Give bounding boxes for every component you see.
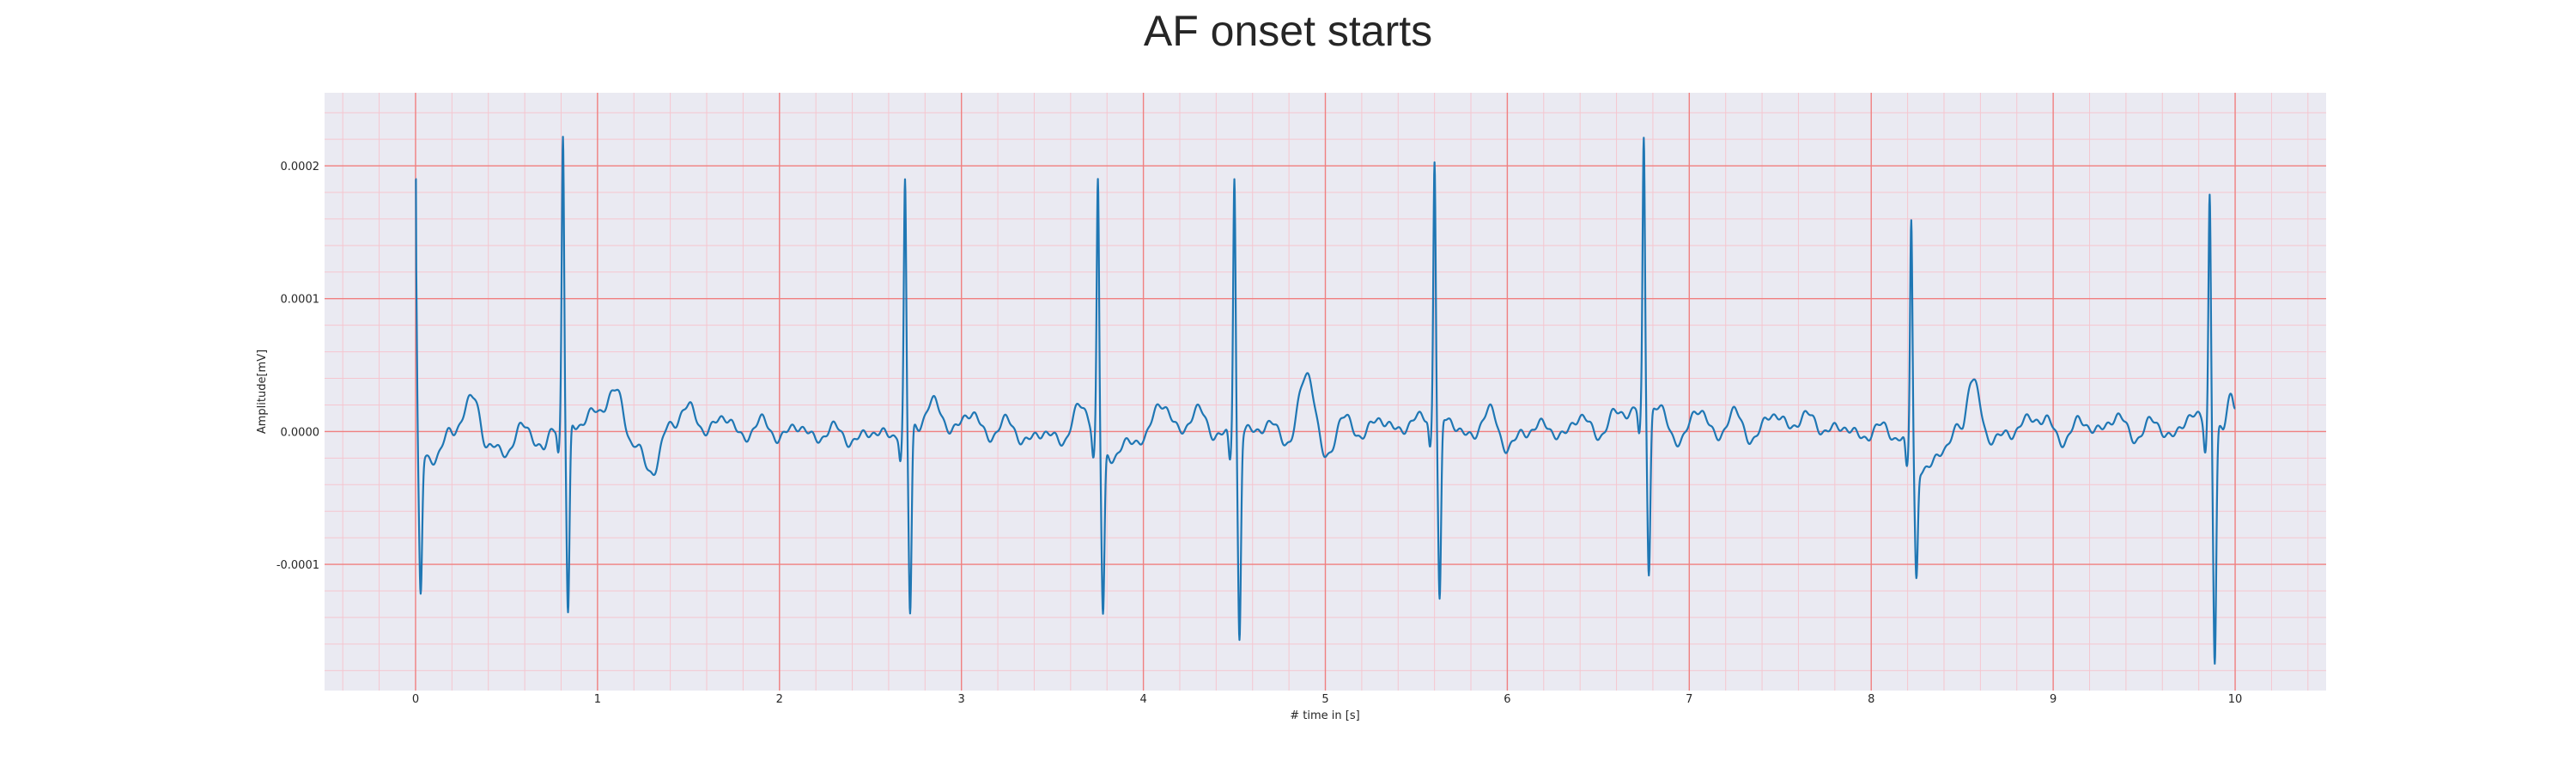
ecg-trace-line	[415, 136, 2236, 665]
y-tick-label: 0.0000	[281, 426, 320, 439]
x-tick-label: 5	[1321, 693, 1328, 706]
x-tick-label: 9	[2050, 693, 2057, 706]
y-axis-label: Amplitude[mV]	[256, 350, 269, 434]
x-tick-label: 1	[594, 693, 601, 706]
x-axis-label: # time in [s]	[1290, 709, 1359, 722]
chart-title: AF onset starts	[1144, 7, 1432, 55]
y-tick-labels: -0.0001 0.0000 0.0001 0.0002	[276, 161, 319, 572]
y-tick-label: 0.0001	[281, 294, 320, 307]
y-tick-label: -0.0001	[276, 559, 319, 572]
x-tick-label: 3	[958, 693, 965, 706]
x-tick-label: 10	[2228, 693, 2243, 706]
x-tick-label: 2	[776, 693, 783, 706]
major-grid	[325, 93, 2326, 691]
x-tick-label: 7	[1686, 693, 1692, 706]
ecg-layer	[415, 136, 2236, 665]
y-tick-label: 0.0002	[281, 161, 320, 173]
x-tick-label: 6	[1504, 693, 1510, 706]
x-tick-label: 0	[412, 693, 419, 706]
x-tick-labels: 0 1 2 3 4 5 6 7 8 9 10	[412, 693, 2243, 706]
x-tick-label: 8	[1868, 693, 1874, 706]
x-tick-label: 4	[1139, 693, 1146, 706]
